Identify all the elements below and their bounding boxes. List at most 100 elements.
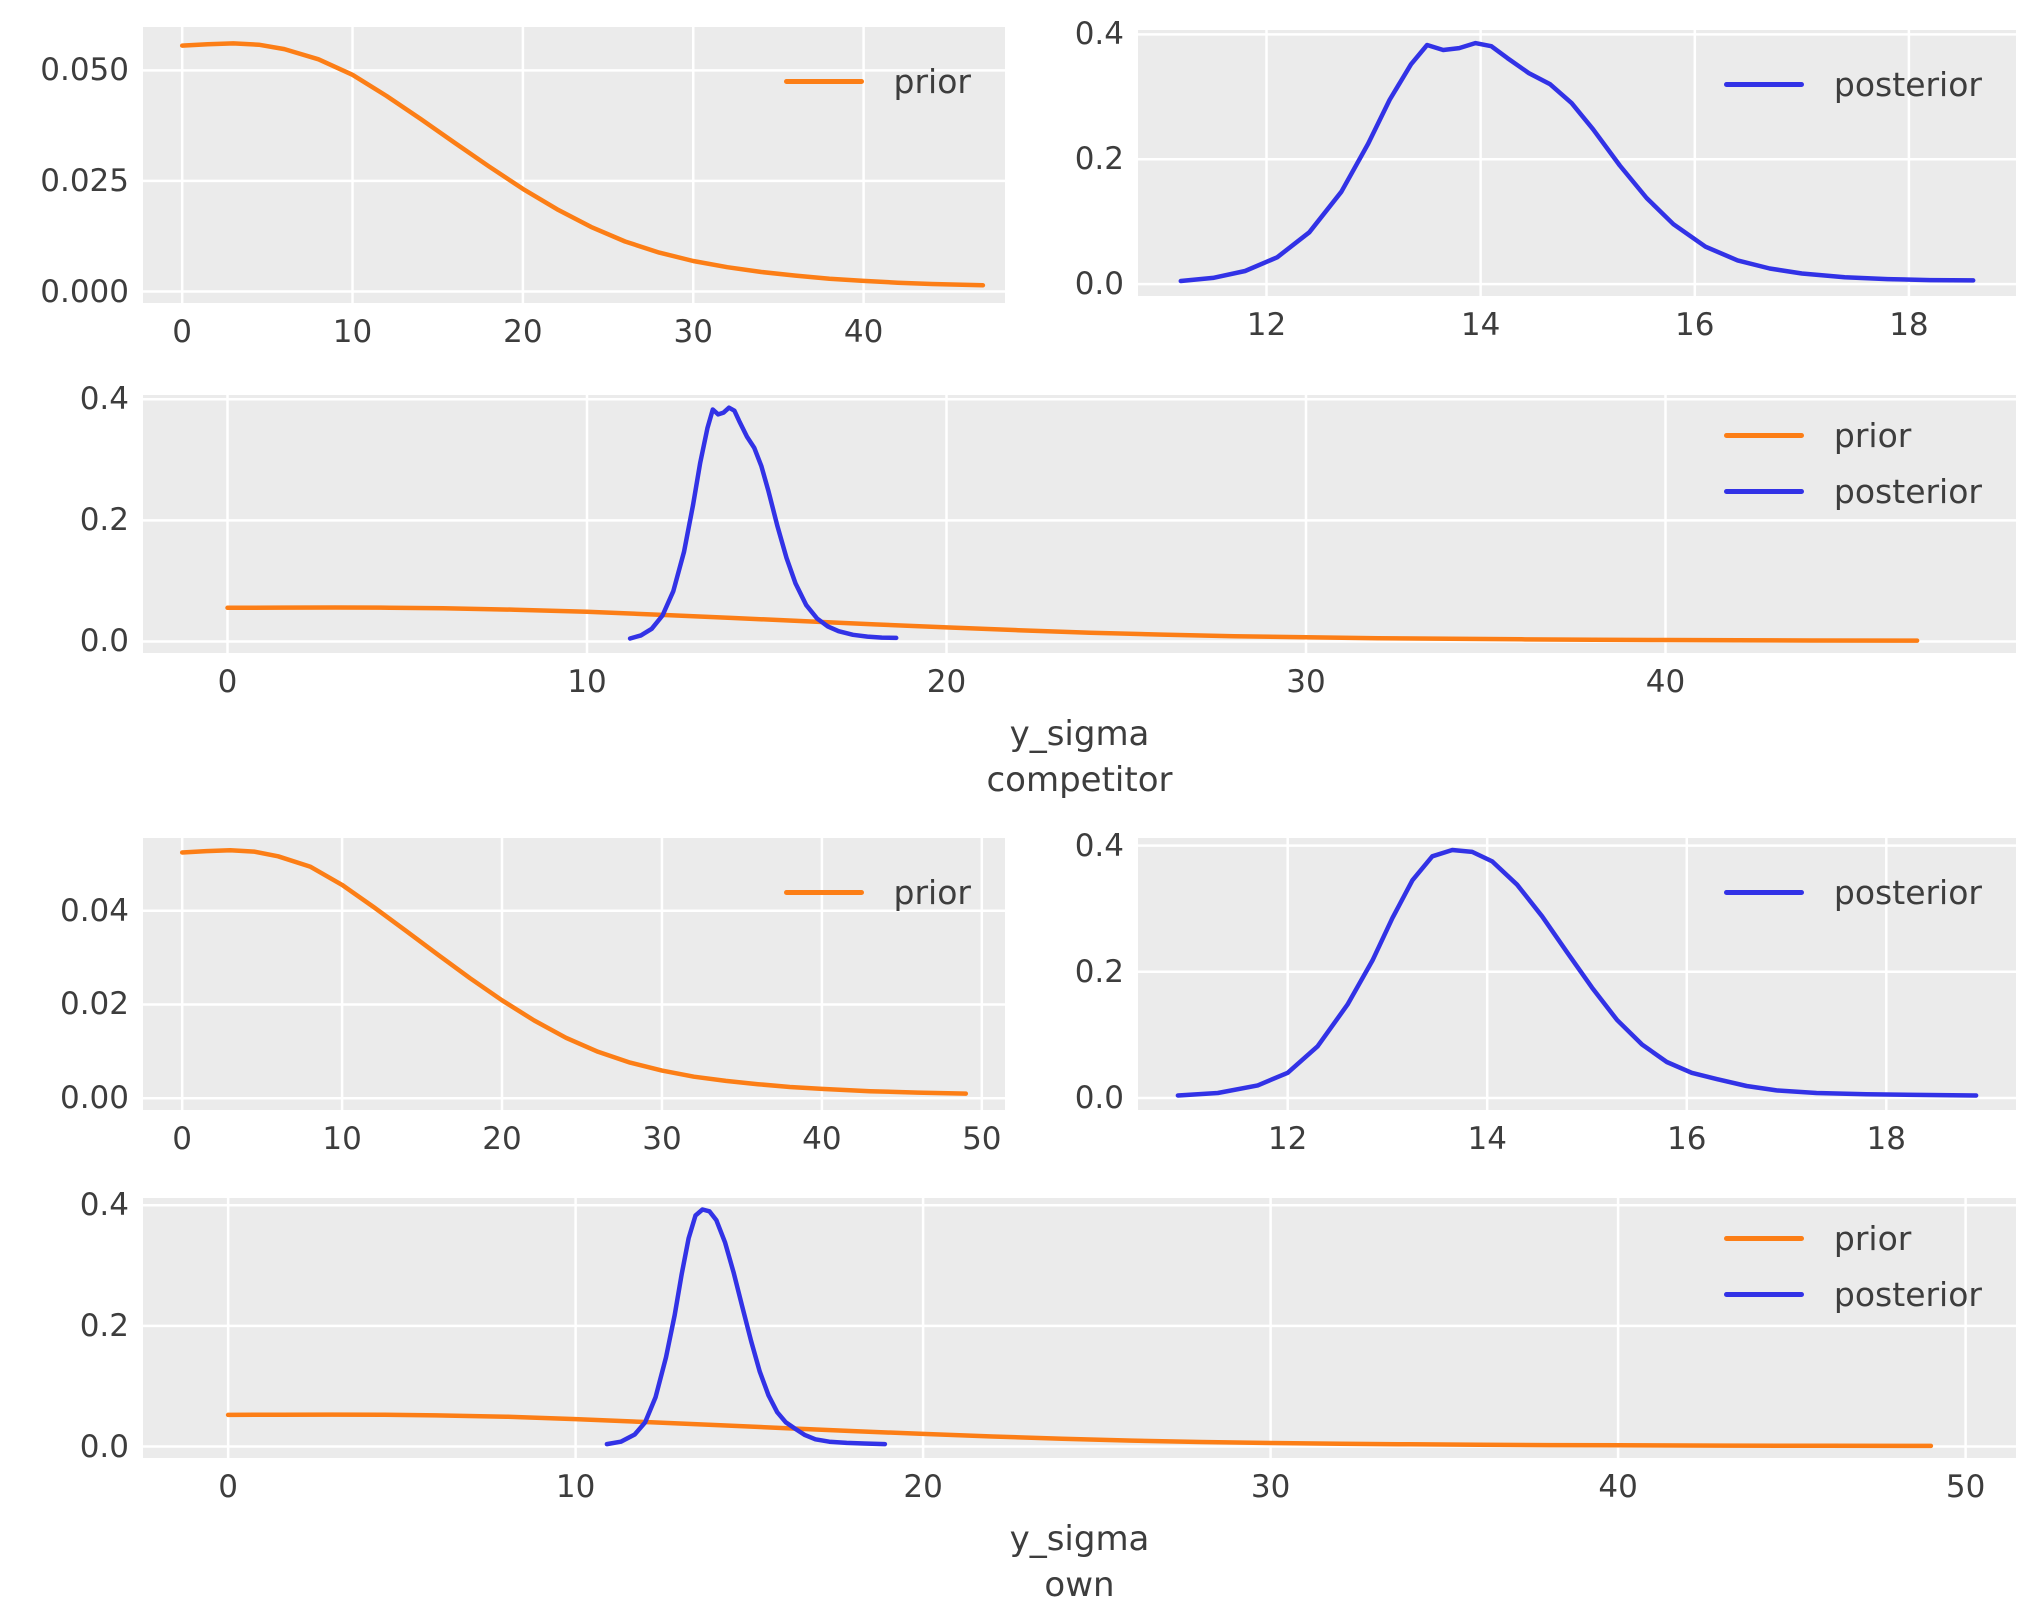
x-axis-label: competitor [986, 760, 1173, 800]
x-axis-label: y_sigma [1009, 1519, 1150, 1559]
prior-curve [225, 1412, 1934, 1449]
legend-label: prior [893, 61, 971, 101]
posterior-legend-line-icon [1723, 488, 1804, 494]
y-tick-label: 0.4 [79, 381, 129, 418]
x-tick-label: 30 [642, 1121, 682, 1157]
competitor-combined-panel-plot-area [143, 395, 2016, 653]
x-tick-label: 16 [1667, 1121, 1707, 1157]
x-tick-label: 50 [962, 1121, 1002, 1157]
x-tick-label: 10 [322, 1121, 362, 1157]
legend-label: posterior [1833, 64, 1982, 104]
competitor-prior-panel-legend: prior [783, 53, 971, 109]
x-tick-label: 0 [172, 314, 193, 350]
x-tick-label: 14 [1467, 1121, 1507, 1157]
y-tick-label: 0.4 [79, 1187, 129, 1224]
own-posterior-panel-plot-area [1138, 838, 2016, 1110]
competitor-prior-panel-plot-area [143, 27, 1005, 303]
competitor-prior-panel: prior [143, 27, 1005, 303]
x-tick-label: 0 [218, 1469, 238, 1505]
legend-entry-posterior: posterior [1723, 864, 1982, 920]
x-tick-label: 10 [555, 1469, 596, 1505]
y-tick-label: 0.4 [1074, 827, 1124, 864]
y-tick-label: 0.04 [59, 892, 129, 929]
x-tick-label: 12 [1267, 1121, 1308, 1157]
y-tick-label: 0.4 [1074, 16, 1124, 53]
x-tick-label: 18 [1889, 307, 1929, 343]
own-combined-panel-legend: prior posterior [1723, 1210, 1982, 1322]
x-tick-label: 40 [843, 314, 884, 350]
legend-entry-prior: prior [783, 864, 971, 920]
own-combined-panel: prior posterior [143, 1198, 2016, 1458]
x-tick-label: 20 [503, 314, 543, 350]
x-tick-label: 40 [1598, 1469, 1638, 1505]
competitor-posterior-panel: posterior [1138, 30, 2016, 296]
y-tick-label: 0.0 [1074, 266, 1124, 303]
legend-entry-prior: prior [783, 53, 971, 109]
y-tick-label: 0.2 [1074, 141, 1124, 178]
x-tick-label: 30 [1250, 1469, 1291, 1505]
posterior-curve [627, 405, 899, 641]
posterior-curve [1175, 847, 1979, 1098]
x-tick-label: 14 [1460, 307, 1501, 343]
competitor-combined-panel: prior posterior [143, 395, 2016, 653]
posterior-legend-line-icon [1723, 889, 1804, 895]
x-axis-label: own [1044, 1565, 1115, 1605]
x-axis-label: y_sigma [1009, 714, 1150, 754]
own-prior-panel: prior [143, 838, 1005, 1110]
legend-entry-posterior: posterior [1723, 1266, 1982, 1322]
competitor-posterior-panel-legend: posterior [1723, 56, 1982, 112]
y-tick-label: 0.000 [40, 273, 129, 310]
legend-entry-posterior: posterior [1723, 463, 1982, 519]
legend-label: posterior [1833, 872, 1982, 912]
legend-label: prior [893, 872, 971, 912]
legend-entry-prior: prior [1723, 407, 1982, 463]
competitor-combined-panel-legend: prior posterior [1723, 407, 1982, 519]
y-tick-label: 0.00 [59, 1080, 129, 1117]
x-tick-label: 40 [1645, 664, 1686, 700]
x-tick-label: 30 [1286, 664, 1326, 700]
legend-label: posterior [1833, 471, 1982, 511]
prior-legend-line-icon [783, 78, 864, 84]
y-tick-label: 0.0 [1074, 1080, 1124, 1116]
x-tick-label: 0 [217, 664, 238, 700]
y-tick-label: 0.2 [79, 502, 129, 539]
x-tick-label: 20 [926, 664, 967, 700]
posterior-curve [1178, 40, 1976, 284]
y-tick-label: 0.0 [79, 623, 129, 660]
x-tick-label: 20 [903, 1469, 943, 1505]
own-prior-panel-legend: prior [783, 864, 971, 920]
x-tick-label: 12 [1246, 307, 1287, 343]
x-tick-label: 40 [802, 1121, 842, 1157]
y-tick-label: 0.2 [1074, 953, 1124, 990]
posterior-curve [604, 1207, 888, 1447]
legend-entry-prior: prior [1723, 1210, 1982, 1266]
prior-curve [179, 41, 986, 288]
x-tick-label: 30 [673, 314, 713, 350]
y-tick-label: 0.0 [79, 1428, 129, 1465]
prior-legend-line-icon [1723, 432, 1804, 438]
legend-label: prior [1833, 1218, 1912, 1258]
own-prior-panel-plot-area [143, 838, 1005, 1110]
own-combined-panel-plot-area [143, 1198, 2016, 1458]
legend-label: prior [1833, 415, 1912, 455]
legend-label: posterior [1833, 1274, 1982, 1314]
posterior-legend-line-icon [1723, 81, 1804, 87]
own-posterior-panel-legend: posterior [1723, 864, 1982, 920]
posterior-legend-line-icon [1723, 1291, 1804, 1297]
y-tick-label: 0.025 [40, 162, 129, 199]
legend-entry-posterior: posterior [1723, 56, 1982, 112]
y-tick-label: 0.2 [79, 1307, 129, 1344]
x-tick-label: 18 [1866, 1121, 1906, 1157]
prior-legend-line-icon [783, 889, 864, 895]
x-tick-label: 20 [482, 1121, 522, 1157]
x-tick-label: 16 [1675, 307, 1715, 343]
y-tick-label: 0.02 [59, 986, 129, 1023]
prior-legend-line-icon [1723, 1235, 1804, 1241]
x-tick-label: 50 [1945, 1469, 1986, 1505]
competitor-posterior-panel-plot-area [1138, 30, 2016, 296]
own-posterior-panel: posterior [1138, 838, 2016, 1110]
prior-curve [225, 605, 1920, 643]
prior-curve [179, 847, 969, 1096]
y-tick-label: 0.050 [40, 52, 129, 89]
